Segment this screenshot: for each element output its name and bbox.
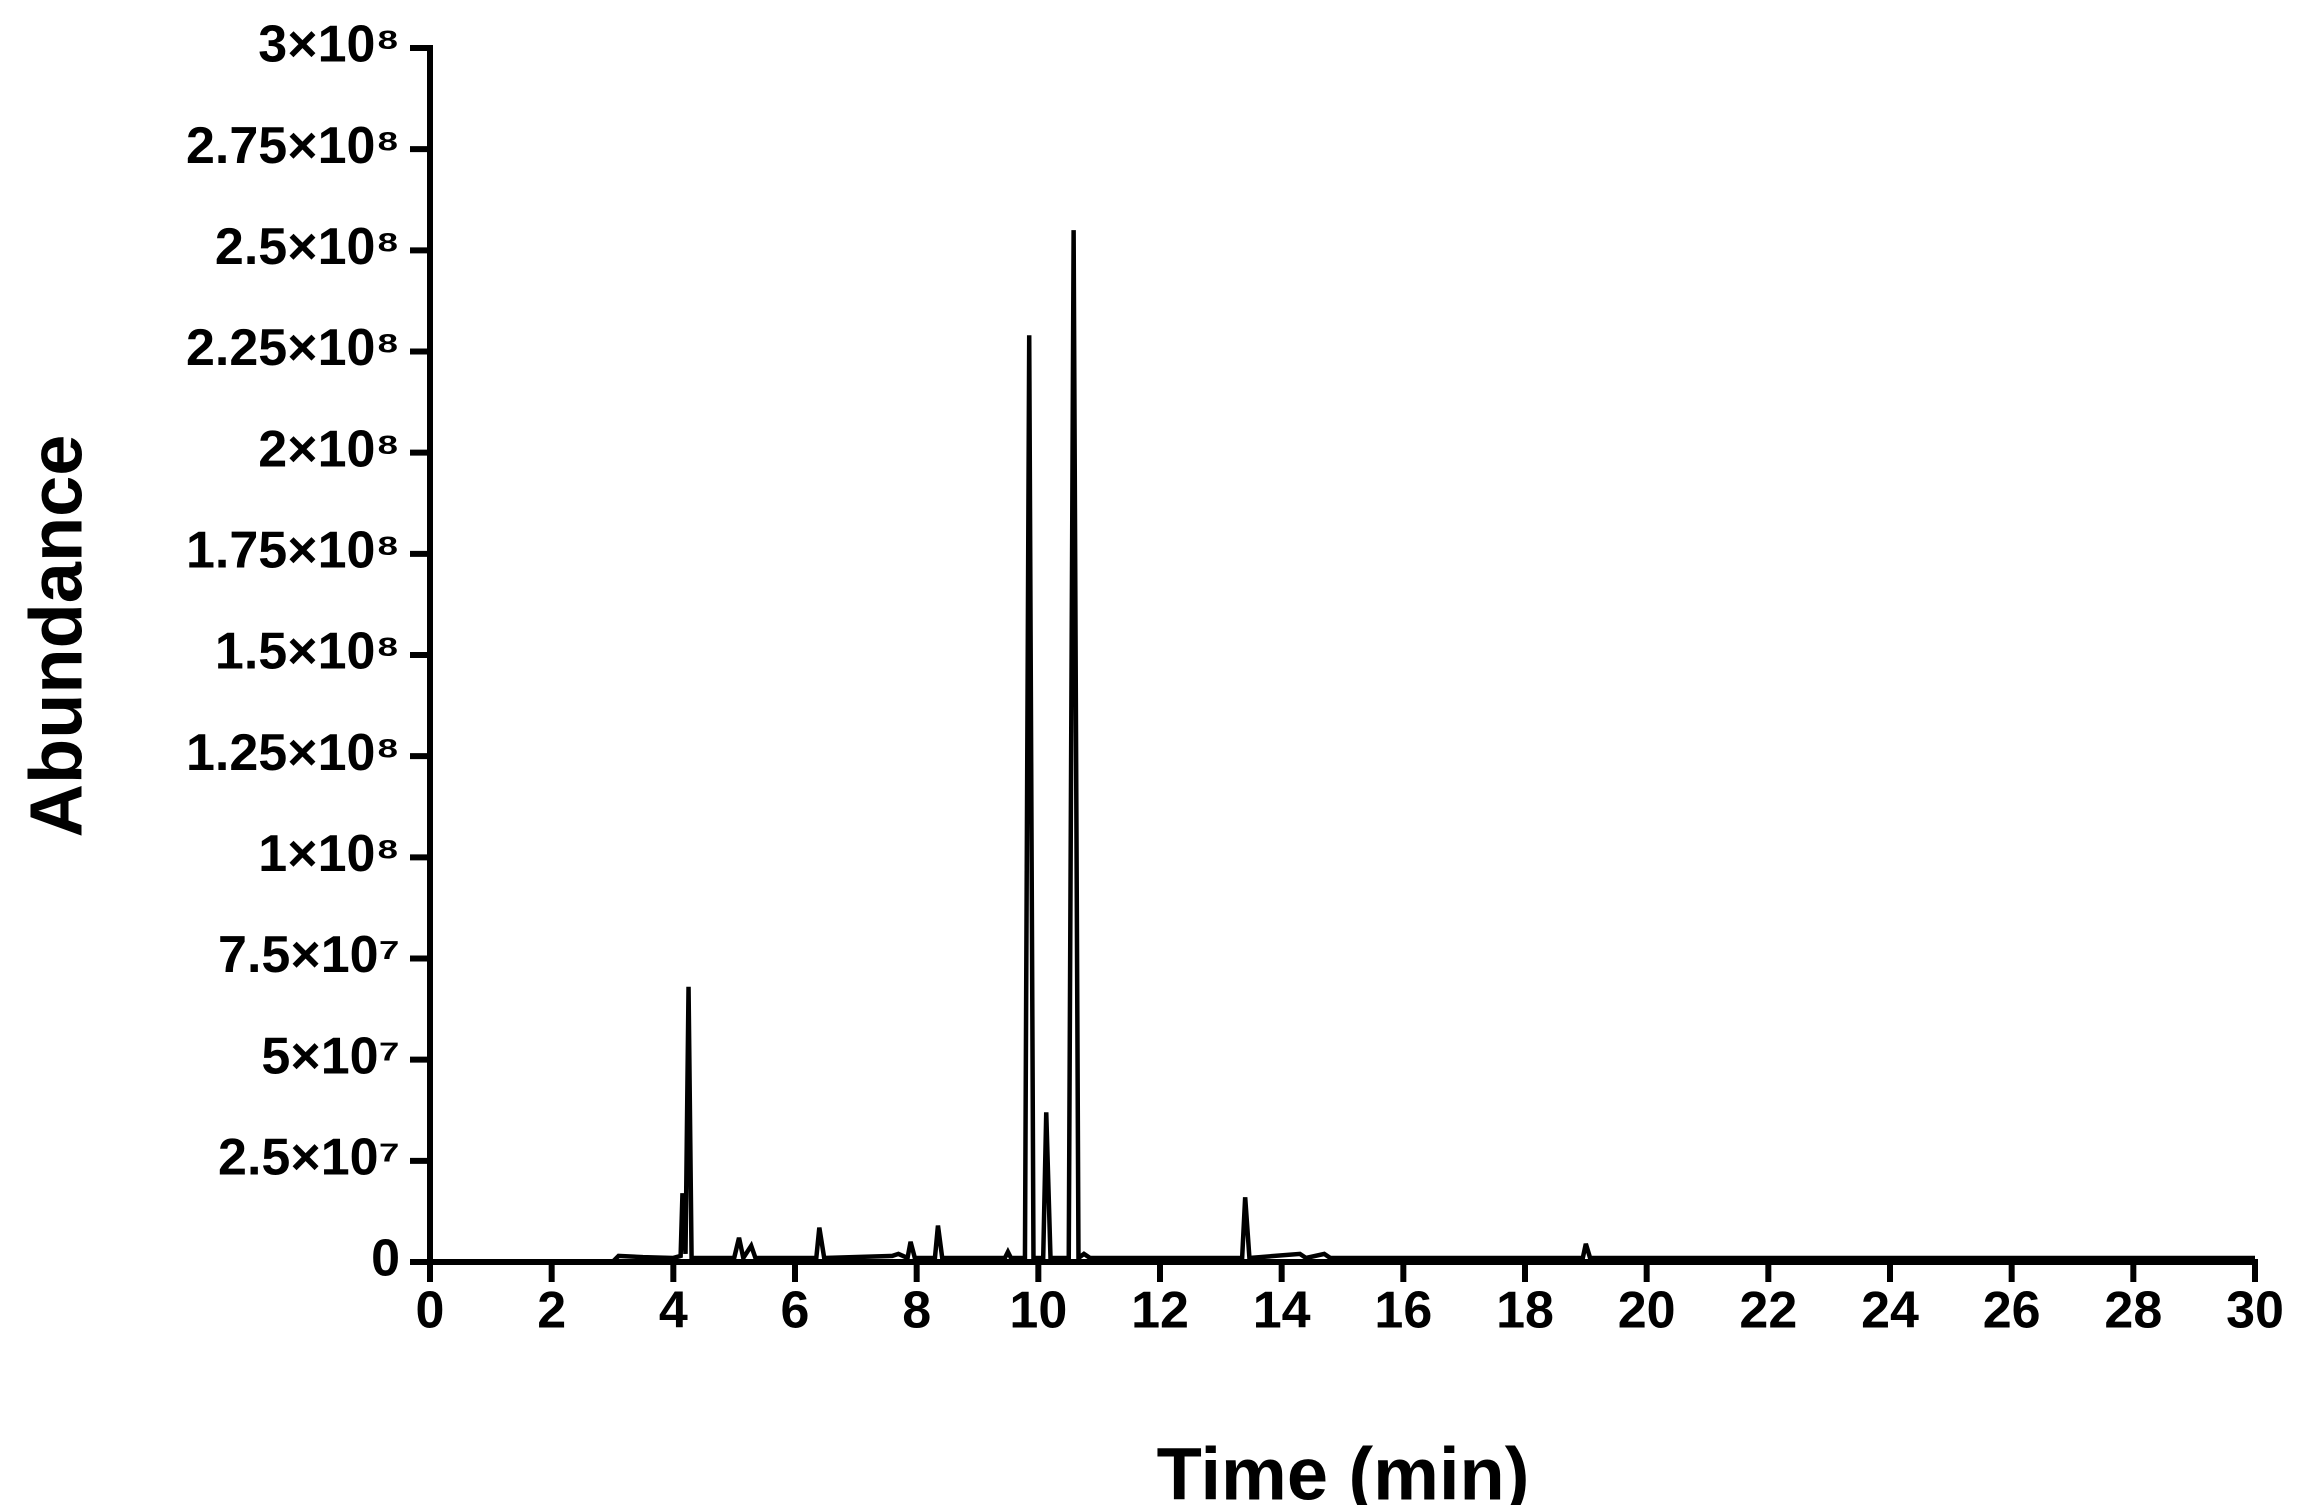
- y-tick-label: 0: [371, 1230, 400, 1288]
- x-tick-label: 28: [2104, 1282, 2162, 1340]
- y-tick-label: 3×10⁸: [258, 16, 400, 74]
- y-tick-label: 2.5×10⁸: [215, 218, 400, 276]
- x-tick-label: 18: [1496, 1282, 1554, 1340]
- x-tick-label: 10: [1009, 1282, 1067, 1340]
- x-tick-label: 24: [1861, 1282, 1919, 1340]
- x-tick-label: 20: [1618, 1282, 1676, 1340]
- y-tick-label: 2×10⁸: [258, 420, 400, 478]
- y-tick-label: 1×10⁸: [258, 825, 400, 883]
- y-tick-label: 7.5×10⁷: [218, 926, 400, 984]
- y-tick-label: 1.5×10⁸: [215, 623, 400, 681]
- y-tick-label: 2.75×10⁸: [186, 117, 400, 175]
- y-tick-label: 1.75×10⁸: [186, 522, 400, 580]
- x-tick-label: 26: [1983, 1282, 2041, 1340]
- x-tick-label: 30: [2226, 1282, 2284, 1340]
- y-axis-title: Abundance: [15, 435, 98, 838]
- x-tick-label: 6: [781, 1282, 810, 1340]
- x-axis-title: Time (min): [1157, 1433, 1530, 1505]
- x-tick-label: 16: [1374, 1282, 1432, 1340]
- x-tick-label: 12: [1131, 1282, 1189, 1340]
- x-tick-label: 8: [902, 1282, 931, 1340]
- x-tick-label: 22: [1739, 1282, 1797, 1340]
- y-tick-label: 5×10⁷: [261, 1027, 400, 1085]
- y-tick-label: 2.5×10⁷: [218, 1129, 400, 1187]
- y-tick-label: 1.25×10⁸: [186, 724, 400, 782]
- x-tick-label: 2: [537, 1282, 566, 1340]
- y-tick-label: 2.25×10⁸: [186, 319, 400, 377]
- x-tick-label: 0: [416, 1282, 445, 1340]
- x-tick-label: 4: [659, 1282, 688, 1340]
- x-tick-label: 14: [1253, 1282, 1311, 1340]
- line: [430, 230, 2255, 1265]
